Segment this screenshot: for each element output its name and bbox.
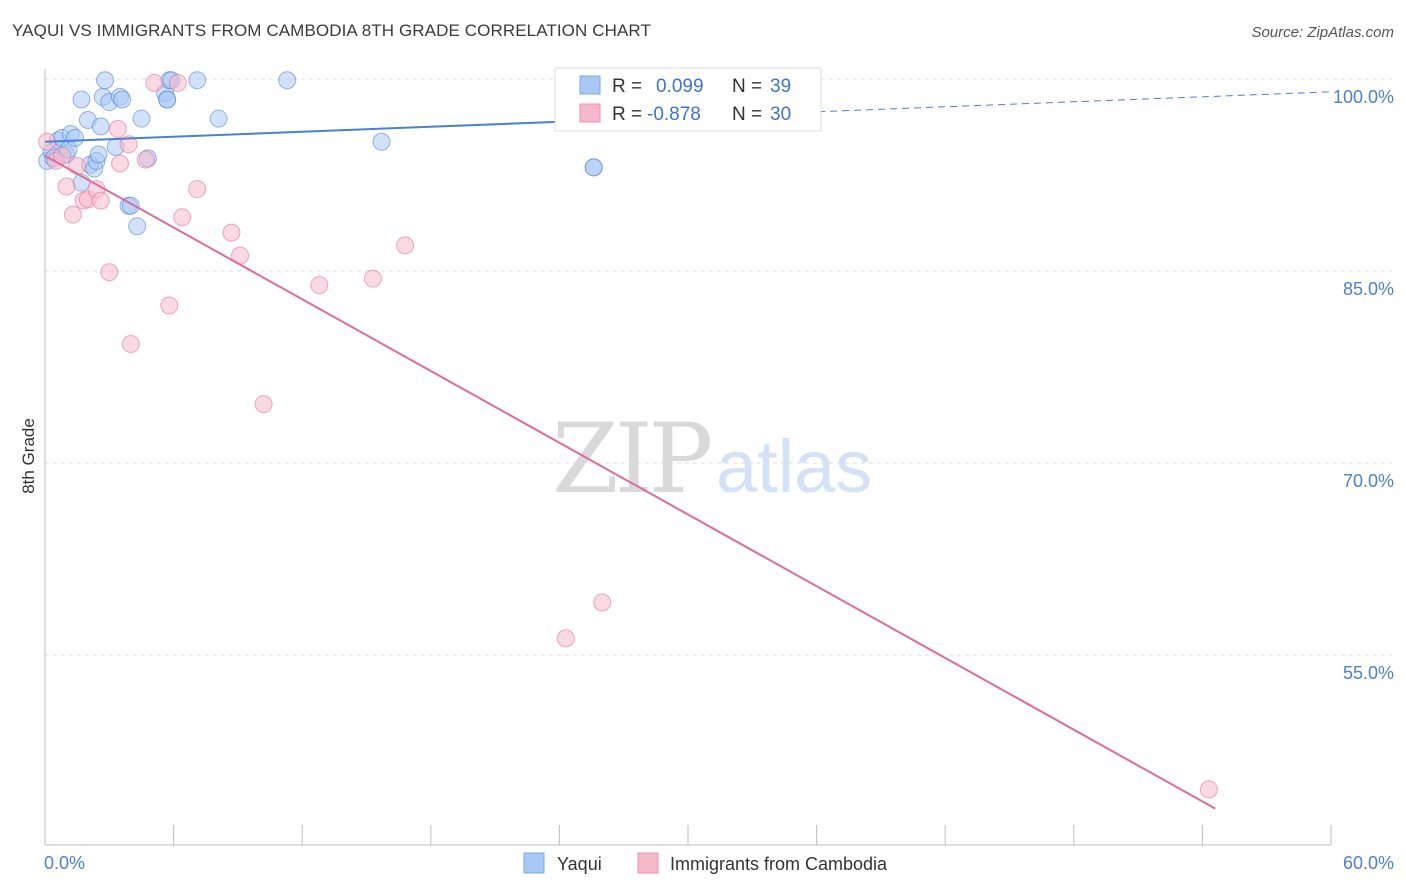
point-yaqui: [584, 158, 603, 177]
point-yaqui: [96, 71, 115, 90]
point-cambodia: [173, 208, 192, 227]
point-yaqui: [372, 132, 391, 151]
point-yaqui: [89, 145, 108, 164]
point-cambodia: [593, 593, 612, 612]
chart-title: YAQUI VS IMMIGRANTS FROM CAMBODIA 8TH GR…: [12, 21, 651, 40]
trend-line-cambodia: [44, 154, 1216, 810]
stats-n-value-cambodia: 30: [770, 104, 791, 125]
y-tick-label: 55.0%: [1343, 663, 1394, 683]
point-yaqui: [278, 71, 297, 90]
point-yaqui: [128, 217, 147, 236]
legend: Yaqui Immigrants from Cambodia: [523, 852, 888, 874]
point-cambodia: [363, 269, 382, 288]
point-cambodia: [188, 180, 207, 199]
watermark-zip: ZIP: [552, 403, 711, 515]
stats-n-value-yaqui: 39: [770, 76, 791, 97]
point-cambodia: [111, 154, 130, 173]
point-yaqui: [66, 128, 85, 147]
point-yaqui: [91, 117, 110, 136]
gridlines: [45, 78, 1392, 656]
point-cambodia: [310, 276, 329, 295]
legend-swatch-yaqui: [523, 852, 545, 874]
stats-box: R = 0.099 N = 39 R = -0.878 N = 30: [554, 67, 822, 132]
stats-r-value-cambodia: -0.878: [647, 104, 701, 125]
point-yaqui: [209, 109, 228, 128]
point-cambodia: [168, 73, 187, 92]
stats-n-label-yaqui: N =: [732, 76, 762, 97]
point-cambodia: [68, 157, 87, 176]
point-yaqui: [113, 90, 132, 109]
point-cambodia: [119, 135, 138, 154]
source-label: Source: ZipAtlas.com: [1251, 24, 1394, 41]
scatter-points: [38, 71, 1218, 799]
x-axis-ticks: [173, 825, 1332, 845]
point-yaqui: [72, 90, 91, 109]
point-yaqui: [188, 71, 207, 90]
stats-swatch-yaqui: [579, 75, 601, 95]
point-cambodia: [108, 119, 127, 138]
point-cambodia: [254, 395, 273, 414]
point-cambodia: [91, 191, 110, 210]
point-yaqui: [158, 90, 177, 109]
y-tick-label: 100.0%: [1333, 87, 1394, 107]
x-tick-label-max: 60.0%: [1343, 853, 1394, 873]
point-cambodia: [136, 150, 155, 169]
legend-label-cambodia: Immigrants from Cambodia: [670, 854, 888, 874]
point-cambodia: [222, 223, 241, 242]
point-cambodia: [57, 177, 76, 196]
stats-swatch-cambodia: [579, 103, 601, 123]
legend-swatch-cambodia: [637, 852, 659, 874]
x-tick-label-min: 0.0%: [44, 853, 85, 873]
point-cambodia: [556, 629, 575, 648]
point-cambodia: [100, 263, 119, 282]
stats-r-label-yaqui: R =: [612, 76, 642, 97]
y-tick-label: 70.0%: [1343, 471, 1394, 491]
point-cambodia: [63, 205, 82, 224]
watermark-atlas: atlas: [716, 425, 872, 508]
point-cambodia: [160, 296, 179, 315]
y-tick-labels: 55.0% 70.0% 85.0% 100.0%: [1333, 87, 1394, 683]
trend-line-yaqui: [44, 119, 603, 143]
point-cambodia: [121, 334, 140, 353]
point-cambodia: [1199, 780, 1218, 799]
y-tick-label: 85.0%: [1343, 279, 1394, 299]
stats-n-label-cambodia: N =: [732, 104, 762, 125]
point-yaqui: [132, 109, 151, 128]
y-axis-label: 8th Grade: [19, 418, 38, 494]
point-cambodia: [396, 236, 415, 255]
stats-r-value-yaqui: 0.099: [656, 76, 704, 97]
point-cambodia: [145, 73, 164, 92]
stats-r-label-cambodia: R =: [612, 104, 642, 125]
legend-label-yaqui: Yaqui: [557, 854, 602, 874]
